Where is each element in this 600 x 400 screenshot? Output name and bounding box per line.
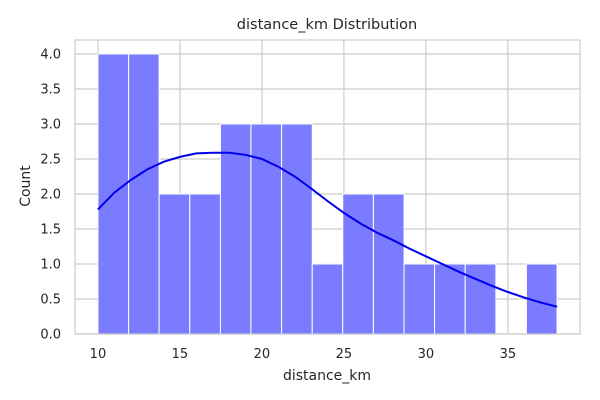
histogram-bar: [128, 53, 160, 335]
x-tick-label: 30: [418, 347, 435, 362]
y-tick-label: 2.0: [40, 188, 61, 203]
y-tick-label: 2.5: [40, 153, 61, 168]
histogram-bar: [158, 193, 191, 335]
y-tick-label: 4.0: [40, 48, 61, 63]
x-tick-label: 35: [500, 347, 517, 362]
histogram-bar: [281, 123, 313, 335]
x-tick-label: 20: [254, 347, 271, 362]
histogram-bar: [311, 263, 344, 335]
x-tick-label: 25: [336, 347, 353, 362]
y-tick-label: 3.0: [40, 118, 61, 133]
histogram-bar: [189, 193, 221, 335]
y-tick-label: 0.0: [40, 328, 61, 343]
y-axis-label: Count: [18, 165, 34, 207]
y-tick-label: 3.5: [40, 83, 61, 98]
y-tick-labels: 0.0 0.5 1.0 1.5 2.0 2.5 3.0 3.5 4.0: [40, 48, 61, 343]
y-tick-label: 1.0: [40, 258, 61, 273]
y-tick-label: 0.5: [40, 293, 61, 308]
y-tick-label: 1.5: [40, 223, 61, 238]
histogram-bar: [372, 193, 405, 335]
x-axis-label: distance_km: [283, 368, 371, 384]
x-tick-labels: 10 15 20 25 30 35: [90, 347, 516, 362]
histogram-bar: [250, 123, 283, 335]
kde-line: [97, 151, 558, 308]
chart-title: distance_km Distribution: [237, 17, 417, 33]
histogram-bar: [403, 263, 436, 335]
histogram-bars: [97, 53, 558, 335]
x-tick-label: 10: [90, 347, 107, 362]
axes-frame: [74, 39, 581, 335]
x-tick-label: 15: [172, 347, 189, 362]
histogram-bar: [464, 263, 497, 335]
histogram-bar: [434, 263, 466, 335]
plot-frame: [74, 39, 581, 335]
